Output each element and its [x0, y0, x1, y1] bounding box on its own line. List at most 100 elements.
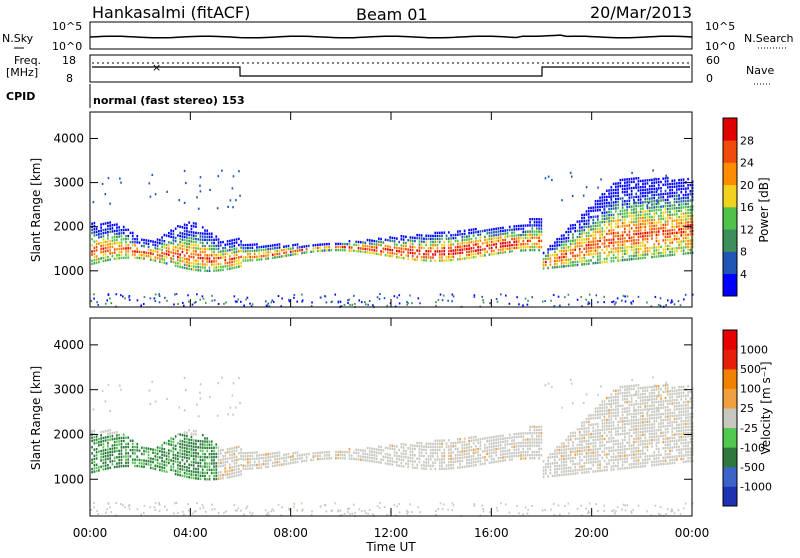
velocity-echo: [633, 441, 635, 443]
velocity-echo: [168, 449, 170, 451]
velocity-echo: [398, 455, 400, 457]
power-echo: [606, 220, 608, 222]
power-echo: [586, 241, 588, 243]
power-echo: [163, 262, 165, 264]
velocity-echo: [590, 461, 592, 463]
velocity-echo: [592, 423, 594, 425]
velocity-echo: [604, 450, 606, 452]
power-echo: [134, 241, 136, 243]
power-echo: [154, 241, 156, 243]
power-echo: [157, 241, 159, 243]
velocity-echo: [94, 464, 96, 466]
power-echo: [599, 196, 601, 198]
power-echo: [595, 215, 597, 217]
power-echo: [486, 238, 488, 240]
power-echo: [177, 253, 179, 255]
power-echo: [105, 253, 107, 255]
power-echo: [583, 214, 585, 216]
power-echo: [132, 241, 134, 243]
velocity-echo: [466, 462, 468, 464]
velocity-echo: [547, 460, 549, 462]
velocity-echo: [491, 458, 493, 460]
velocity-echo: [392, 445, 394, 447]
velocity-echo: [588, 433, 590, 435]
power-echo: [285, 245, 287, 247]
velocity-echo: [274, 465, 276, 467]
velocity-echo: [231, 460, 233, 462]
power-echo: [161, 255, 163, 257]
velocity-echo: [635, 441, 637, 443]
power-echo: [678, 241, 680, 243]
velocity-echo: [473, 458, 475, 460]
power-echo: [592, 225, 594, 227]
power-echo: [667, 205, 669, 207]
power-echo: [522, 246, 524, 248]
velocity-echo: [392, 460, 394, 462]
power-echo: [464, 236, 466, 238]
power-echo: [536, 221, 538, 223]
velocity-echo: [430, 458, 432, 460]
velocity-echo: [629, 445, 631, 447]
power-echo: [154, 247, 156, 249]
power-echo: [626, 191, 628, 193]
power-echo: [432, 253, 434, 255]
power-echo: [538, 218, 540, 220]
velocity-echo: [455, 442, 457, 444]
power-echo: [651, 216, 653, 218]
velocity-echo: [407, 447, 409, 449]
velocity-echo: [186, 476, 188, 478]
power-echo: [385, 248, 387, 250]
velocity-echo: [274, 458, 276, 460]
velocity-echo: [328, 454, 330, 456]
power-echo: [184, 230, 186, 232]
velocity-echo: [610, 437, 612, 439]
velocity-echo: [538, 441, 540, 443]
power-echo: [206, 260, 208, 262]
power-echo: [222, 256, 224, 258]
velocity-echo: [342, 454, 344, 456]
power-echo: [98, 242, 100, 244]
velocity-echo: [653, 389, 655, 391]
velocity-echo: [656, 432, 658, 434]
velocity-echo: [324, 454, 326, 456]
velocity-echo: [121, 449, 123, 451]
power-echo: [475, 228, 477, 230]
velocity-echo: [658, 401, 660, 403]
power-echo: [355, 250, 357, 252]
power-echo: [595, 237, 597, 239]
power-echo: [396, 237, 398, 239]
power-echo: [563, 240, 565, 242]
velocity-echo: [620, 386, 622, 388]
power-echo: [401, 250, 403, 252]
power-echo: [644, 195, 646, 197]
velocity-echo: [653, 417, 655, 419]
velocity-echo: [574, 472, 576, 474]
power-echo: [662, 252, 664, 254]
power-echo: [261, 258, 263, 260]
power-echo: [665, 304, 667, 306]
power-echo: [204, 236, 206, 238]
power-echo: [256, 246, 258, 248]
velocity-echo: [647, 458, 649, 460]
velocity-echo: [626, 460, 628, 462]
power-echo: [678, 210, 680, 212]
velocity-echo: [491, 452, 493, 454]
power-echo: [340, 246, 342, 248]
power-echo: [547, 254, 549, 256]
velocity-echo: [371, 447, 373, 449]
velocity-echo: [175, 445, 177, 447]
power-echo: [674, 250, 676, 252]
power-echo: [617, 256, 619, 258]
power-echo: [294, 253, 296, 255]
velocity-echo: [538, 426, 540, 428]
velocity-echo: [554, 471, 556, 473]
velocity-echo: [432, 443, 434, 445]
power-echo: [665, 248, 667, 250]
velocity-echo: [581, 453, 583, 455]
velocity-echo: [572, 435, 574, 437]
power-echo: [301, 246, 303, 248]
velocity-echo: [450, 464, 452, 466]
velocity-echo: [491, 442, 493, 444]
power-echo: [204, 229, 206, 231]
power-echo: [622, 213, 624, 215]
